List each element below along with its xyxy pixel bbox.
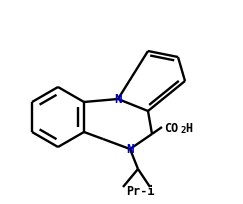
Text: N: N [126,143,134,156]
Text: CO: CO [164,121,178,134]
Text: H: H [185,121,192,134]
Text: N: N [114,93,122,106]
Text: 2: 2 [180,125,185,134]
Text: Pr-i: Pr-i [126,185,154,197]
